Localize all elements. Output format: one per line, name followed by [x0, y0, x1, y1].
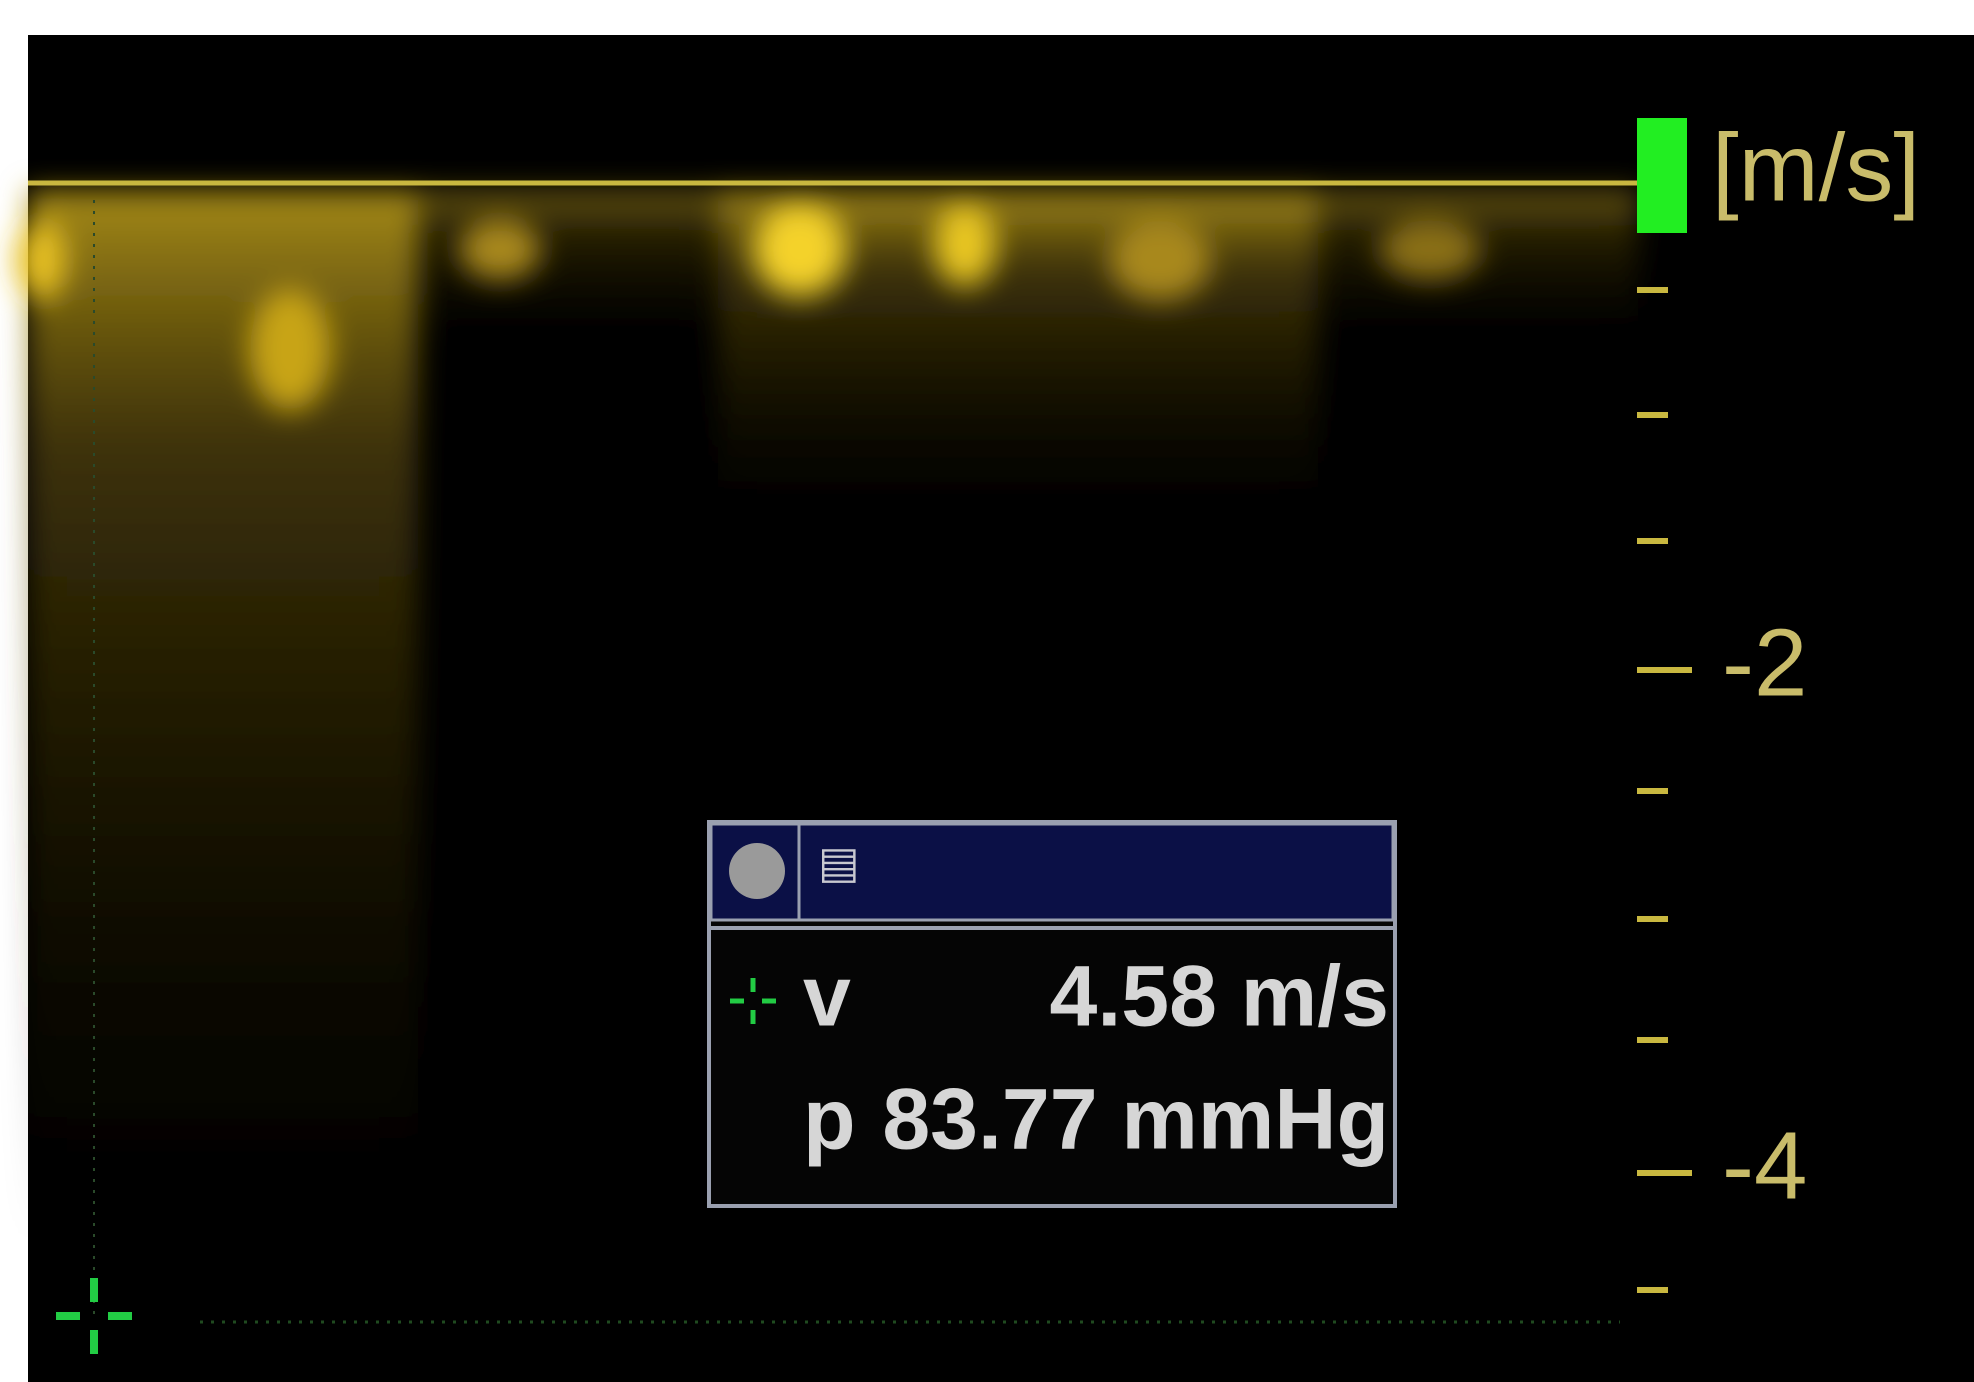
scale-label: -2: [1722, 609, 1807, 716]
measurement-value: 4.58 m/s: [1050, 949, 1389, 1045]
scale-unit: [m/s]: [1712, 114, 1920, 221]
measurement-value: 83.77 mmHg: [882, 1072, 1389, 1168]
ultrasound-screen: [m/s] -2 -4 ▤ v 4.58 m/s p 83.77 mmHg: [0, 0, 1974, 1382]
measurement-box: ▤ v 4.58 m/s p 83.77 mmHg: [709, 822, 1395, 1206]
header-icon: ▤: [818, 839, 860, 888]
measurement-label: v: [803, 949, 851, 1045]
scale-marker: [1637, 118, 1687, 233]
scale-label: -4: [1722, 1112, 1807, 1219]
measurement-label: p: [803, 1072, 856, 1168]
